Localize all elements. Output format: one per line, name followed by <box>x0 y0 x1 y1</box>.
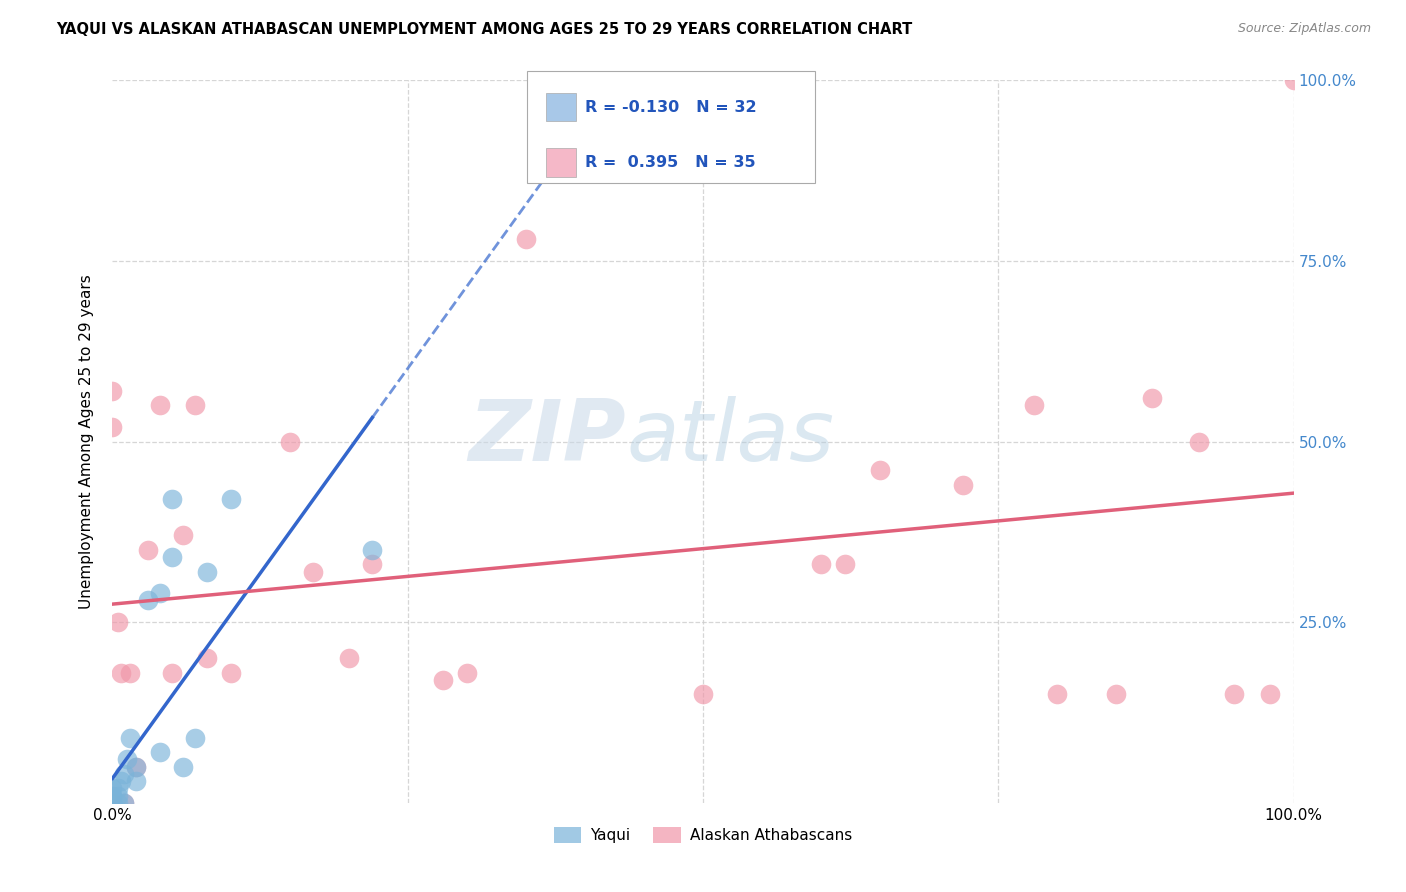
Point <box>101 796 124 810</box>
Point <box>101 781 124 796</box>
Point <box>101 796 124 810</box>
Text: R = -0.130   N = 32: R = -0.130 N = 32 <box>585 100 756 114</box>
Point <box>869 463 891 477</box>
Point <box>456 665 478 680</box>
Point <box>101 796 124 810</box>
Point <box>692 687 714 701</box>
Text: ZIP: ZIP <box>468 396 626 479</box>
Point <box>149 398 172 412</box>
Point <box>136 542 159 557</box>
Point <box>101 384 124 398</box>
Point <box>810 558 832 572</box>
Point <box>432 673 454 687</box>
Point <box>110 665 132 680</box>
Point <box>107 796 129 810</box>
Point <box>101 792 124 806</box>
Point <box>1258 687 1281 701</box>
Point <box>1188 434 1211 449</box>
Point <box>184 398 207 412</box>
Text: YAQUI VS ALASKAN ATHABASCAN UNEMPLOYMENT AMONG AGES 25 TO 29 YEARS CORRELATION C: YAQUI VS ALASKAN ATHABASCAN UNEMPLOYMENT… <box>56 22 912 37</box>
Legend: Yaqui, Alaskan Athabascans: Yaqui, Alaskan Athabascans <box>547 822 859 849</box>
Point <box>1046 687 1069 701</box>
Point <box>101 796 124 810</box>
Point <box>195 651 218 665</box>
Point <box>1022 398 1045 412</box>
Text: Source: ZipAtlas.com: Source: ZipAtlas.com <box>1237 22 1371 36</box>
Point <box>160 550 183 565</box>
Point <box>149 586 172 600</box>
Point <box>125 760 148 774</box>
Point <box>101 420 124 434</box>
Point <box>112 796 135 810</box>
Point <box>515 232 537 246</box>
Point <box>149 745 172 759</box>
Point <box>172 760 194 774</box>
Point <box>219 665 242 680</box>
Point <box>101 796 124 810</box>
Point <box>120 665 142 680</box>
Point <box>101 796 124 810</box>
Point <box>115 752 138 766</box>
Point <box>107 789 129 803</box>
Point <box>834 558 856 572</box>
Point <box>1223 687 1246 701</box>
Point <box>160 665 183 680</box>
Y-axis label: Unemployment Among Ages 25 to 29 years: Unemployment Among Ages 25 to 29 years <box>79 274 94 609</box>
Point <box>302 565 325 579</box>
Point <box>136 593 159 607</box>
Point <box>101 792 124 806</box>
Point <box>112 796 135 810</box>
Point <box>120 731 142 745</box>
Point <box>112 767 135 781</box>
Point <box>110 774 132 789</box>
Point <box>101 796 124 810</box>
Point <box>361 542 384 557</box>
Point <box>101 789 124 803</box>
Point <box>125 774 148 789</box>
Point <box>195 565 218 579</box>
Point <box>101 796 124 810</box>
Point <box>184 731 207 745</box>
Text: R =  0.395   N = 35: R = 0.395 N = 35 <box>585 155 755 169</box>
Point <box>107 781 129 796</box>
Point <box>107 615 129 630</box>
Point <box>1140 391 1163 405</box>
Point <box>125 760 148 774</box>
Point <box>361 558 384 572</box>
Point <box>160 492 183 507</box>
Point <box>952 478 974 492</box>
Point <box>337 651 360 665</box>
Point <box>172 528 194 542</box>
Point <box>101 789 124 803</box>
Point <box>278 434 301 449</box>
Text: atlas: atlas <box>626 396 834 479</box>
Point <box>1105 687 1128 701</box>
Point <box>219 492 242 507</box>
Point <box>1282 73 1305 87</box>
